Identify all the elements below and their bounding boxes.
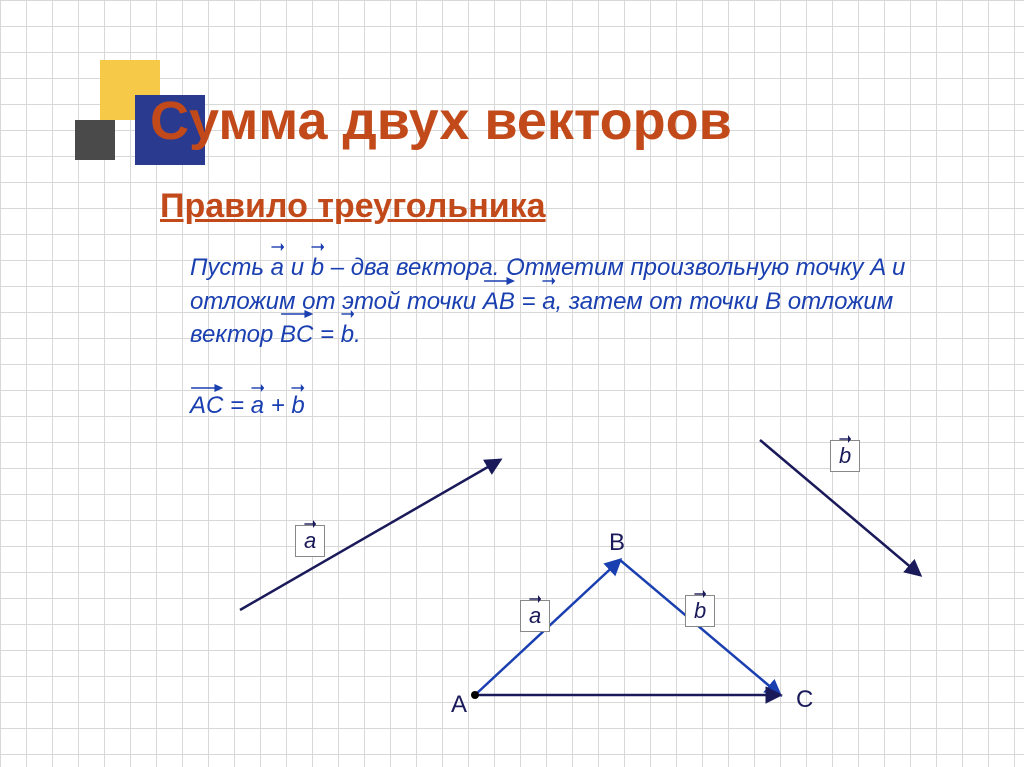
vector-label-b_free: b xyxy=(830,440,860,472)
vector-label-a_free: a xyxy=(295,525,325,557)
vector-label-C: C xyxy=(795,685,814,715)
vector-label-A: A xyxy=(450,690,468,720)
vector-label-B: B xyxy=(608,528,626,558)
vector-label-b_tri: b xyxy=(685,595,715,627)
vector-label-a_tri: a xyxy=(520,600,550,632)
page-title: Сумма двух векторов xyxy=(150,90,1024,152)
formula: AC = a + b xyxy=(190,392,1024,420)
slide-content: Сумма двух векторов Правило треугольника… xyxy=(0,0,1024,420)
subtitle: Правило треугольника xyxy=(160,187,1024,226)
body-text: Пусть a и b – два вектора. Отметим произ… xyxy=(190,251,950,352)
